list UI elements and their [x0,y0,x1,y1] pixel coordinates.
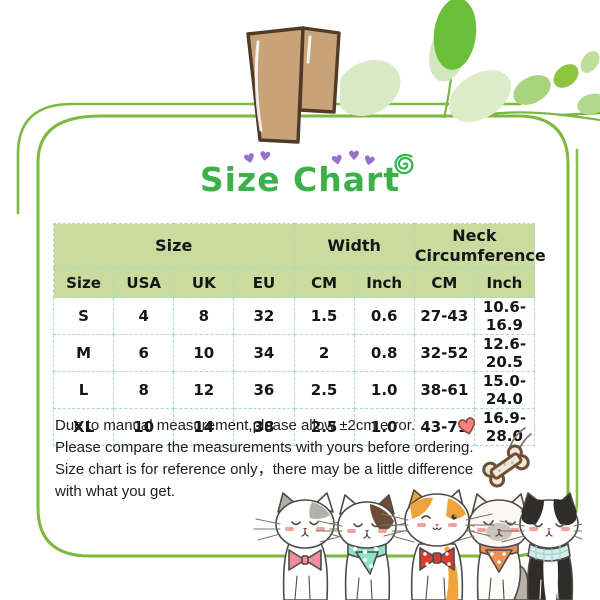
cell: 8 [173,297,235,335]
note-line: Due to manual measurement,please allow ±… [55,417,416,434]
measurement-notes: Due to manual measurement,please allow ±… [55,415,485,503]
heart-icon [457,417,476,435]
cell: 8 [113,371,175,409]
cell: 12 [173,371,235,409]
cell: 34 [233,334,295,372]
hearts-decoration [244,150,375,166]
cell: 1.0 [353,408,415,446]
column-header-uk: UK [173,267,235,298]
page-title: Size Chart [199,160,401,199]
cell: 4 [113,297,175,335]
cell: S [52,297,115,335]
clothespin-icon [246,26,341,144]
cell: 15.0-24.0 [473,371,536,409]
column-group-width: Width [293,223,415,268]
column-header-neck-inch: Inch [473,267,536,298]
column-header-width-inch: Inch [353,267,415,298]
table-row-m: M 6 10 34 2 0.8 32-52 12.6-20.5 [52,334,536,372]
cell: 38 [233,408,295,446]
cell: 2.5 [293,408,355,446]
cell: 32 [233,297,295,335]
column-header-neck-cm: CM [413,267,475,298]
leaves-decoration [340,0,600,122]
cell: 0.8 [353,334,415,372]
cell: 1.5 [293,297,355,335]
cell: 12.6-20.5 [473,334,536,372]
cat-orange-white [379,489,495,600]
cell: 2 [293,334,355,372]
cell: 32-52 [413,334,475,372]
table-header: Size Width Neck Circumference Size USA U… [52,223,546,298]
table-row-l: L 8 12 36 2.5 1.0 38-61 15.0-24.0 [52,371,536,409]
cell: XL [52,408,115,446]
cats-illustration [253,489,582,600]
table-row-s: S 4 8 32 1.5 0.6 27-43 10.6-16.9 [52,297,536,335]
cat-black-white [497,492,582,600]
cat-gray-white [253,492,357,600]
cell: 10 [113,408,175,446]
size-chart-table: Size Width Neck Circumference Size USA U… [52,223,546,446]
cell: L [52,371,115,409]
column-header-width-cm: CM [293,267,355,298]
spiral-icon [394,153,414,175]
cell: 36 [233,371,295,409]
cat-cream-bandana [447,493,551,600]
table-row-xl: XL 10 14 38 2.5 1.0 43-71 16.9-28.0 [52,408,536,446]
bone-icon [482,444,530,488]
cell: 1.0 [353,371,415,409]
cell: 38-61 [413,371,475,409]
cat-white-brown [315,494,419,600]
column-header-size: Size [52,267,115,298]
cell: M [52,334,115,372]
cell: 27-43 [413,297,475,335]
column-header-usa: USA [113,267,175,298]
column-header-eu: EU [233,267,295,298]
column-group-neck: Neck Circumference [413,223,546,268]
cell: 10.6-16.9 [473,297,536,335]
cell: 2.5 [293,371,355,409]
note-line: with what you get. [55,483,176,500]
note-line: Size chart is for reference only，there m… [55,461,474,478]
leaf-branch [340,0,600,122]
column-group-size: Size [53,223,295,268]
cell: 6 [113,334,175,372]
note-line: Please compare the measurements with you… [55,439,474,456]
cell: 0.6 [353,297,415,335]
cell: 10 [173,334,235,372]
